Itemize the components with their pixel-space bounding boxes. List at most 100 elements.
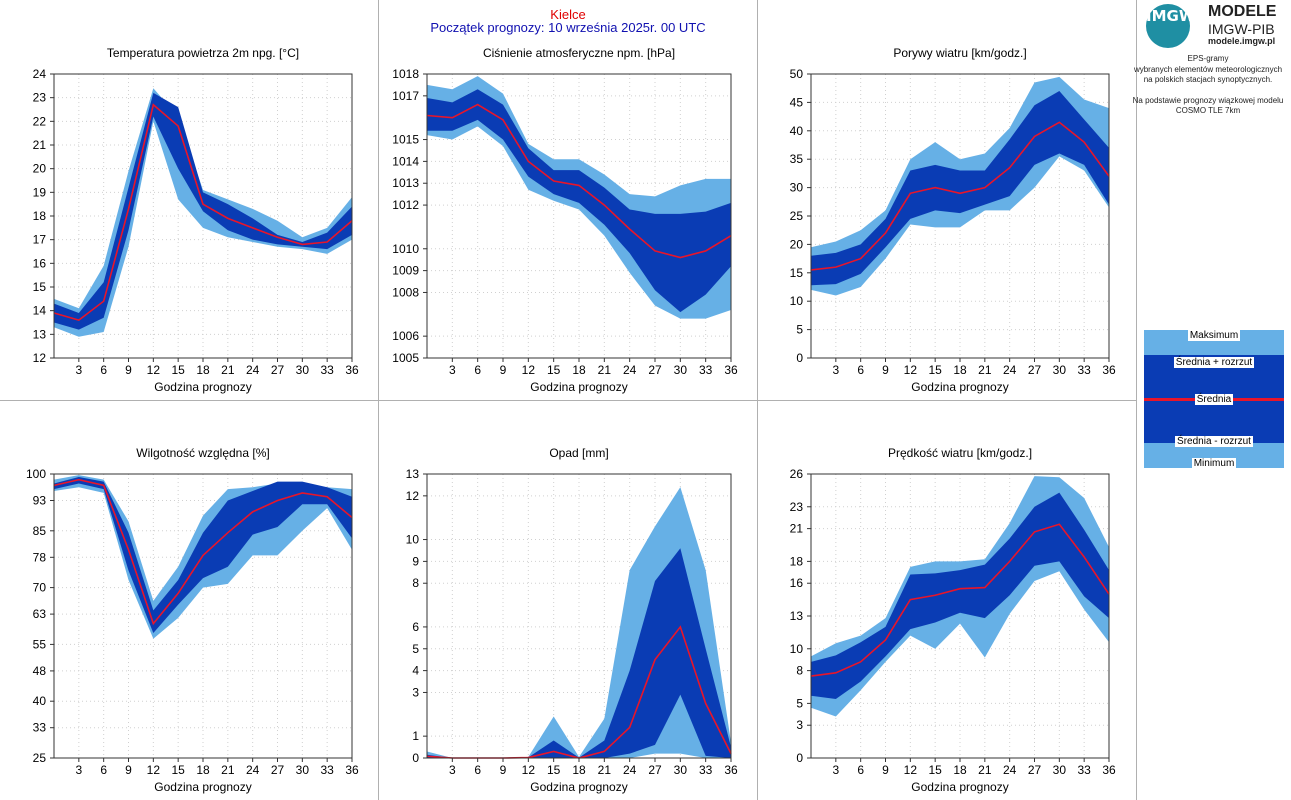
y-tick-label: 1015 bbox=[392, 133, 419, 147]
chart-title: Wilgotność względna [%] bbox=[136, 446, 269, 460]
description: EPS-gramy wybranych elementów meteorolog… bbox=[1132, 54, 1284, 117]
x-axis-label: Godzina prognozy bbox=[530, 780, 627, 794]
x-tick-label: 9 bbox=[500, 763, 507, 777]
y-tick-label: 50 bbox=[790, 67, 804, 81]
x-tick-label: 6 bbox=[474, 763, 481, 777]
mean-line bbox=[426, 103, 732, 259]
y-tick-label: 18 bbox=[33, 209, 47, 223]
chart-title: Porywy wiatru [km/godz.] bbox=[893, 46, 1026, 60]
x-tick-label: 18 bbox=[953, 363, 967, 377]
x-axis-label: Godzina prognozy bbox=[154, 780, 251, 794]
x-tick-label: 33 bbox=[1077, 763, 1091, 777]
chart-4: Wilgotność względna [%]25334048556370788… bbox=[26, 446, 359, 794]
x-tick-label: 24 bbox=[1003, 363, 1017, 377]
legend-mean-plus: Średnia + rozrzut bbox=[1173, 357, 1255, 368]
band-spread bbox=[427, 89, 731, 313]
x-tick-label: 33 bbox=[320, 763, 334, 777]
y-tick-label: 1013 bbox=[392, 176, 419, 190]
legend: Maksimum Średnia + rozrzut Średnia Średn… bbox=[1144, 330, 1284, 469]
x-tick-label: 18 bbox=[572, 763, 586, 777]
chart-title: Temperatura powietrza 2m npg. [°C] bbox=[107, 46, 299, 60]
y-tick-label: 1018 bbox=[392, 67, 419, 81]
x-tick-label: 15 bbox=[547, 363, 561, 377]
y-tick-label: 100 bbox=[26, 467, 46, 481]
band-spread bbox=[811, 492, 1109, 700]
y-tick-label: 13 bbox=[33, 327, 47, 341]
x-tick-label: 12 bbox=[147, 763, 161, 777]
y-tick-label: 1014 bbox=[392, 154, 419, 168]
x-tick-label: 30 bbox=[296, 363, 310, 377]
x-tick-label: 30 bbox=[1053, 363, 1067, 377]
y-tick-label: 3 bbox=[796, 718, 803, 732]
y-tick-label: 8 bbox=[412, 576, 419, 590]
x-tick-label: 6 bbox=[857, 363, 864, 377]
x-tick-label: 12 bbox=[904, 763, 918, 777]
y-tick-label: 5 bbox=[412, 642, 419, 656]
x-axis-label: Godzina prognozy bbox=[911, 780, 1008, 794]
x-tick-label: 33 bbox=[1077, 363, 1091, 377]
x-tick-label: 36 bbox=[345, 763, 359, 777]
y-tick-label: 5 bbox=[796, 696, 803, 710]
x-tick-label: 21 bbox=[978, 363, 992, 377]
chart-2: Ciśnienie atmosferyczne npm. [hPa] 1005 10… bbox=[392, 46, 738, 394]
y-tick-label: 23 bbox=[33, 91, 47, 105]
y-tick-label: 12 bbox=[406, 489, 420, 503]
y-tick-label: 16 bbox=[33, 256, 47, 270]
x-tick-label: 27 bbox=[271, 763, 285, 777]
desc-line3: na polskich stacjach synoptycznych. bbox=[1143, 75, 1273, 84]
y-tick-label: 5 bbox=[796, 323, 803, 337]
mean-line bbox=[53, 103, 353, 322]
x-tick-label: 3 bbox=[832, 763, 839, 777]
y-tick-label: 9 bbox=[412, 554, 419, 568]
imgw-logo[interactable]: IMGW MODELE IMGW-PIB modele.imgw.pl bbox=[1144, 2, 1284, 48]
y-tick-label: 18 bbox=[790, 554, 804, 568]
x-tick-label: 24 bbox=[623, 363, 637, 377]
y-tick-label: 14 bbox=[33, 304, 47, 318]
x-tick-label: 6 bbox=[100, 363, 107, 377]
chart-title: Opad [mm] bbox=[549, 446, 608, 460]
x-tick-label: 30 bbox=[674, 763, 688, 777]
y-tick-label: 33 bbox=[33, 721, 47, 735]
x-tick-label: 33 bbox=[320, 363, 334, 377]
legend-min: Minimum bbox=[1191, 458, 1237, 469]
desc-line5: COSMO TLE 7km bbox=[1175, 106, 1241, 115]
y-tick-label: 12 bbox=[33, 351, 47, 365]
y-tick-label: 1005 bbox=[392, 351, 419, 365]
x-tick-label: 27 bbox=[1028, 363, 1042, 377]
y-tick-label: 10 bbox=[790, 294, 804, 308]
x-tick-label: 21 bbox=[978, 763, 992, 777]
x-tick-label: 9 bbox=[882, 763, 889, 777]
y-tick-label: 1012 bbox=[392, 198, 419, 212]
x-tick-label: 18 bbox=[953, 763, 967, 777]
x-tick-label: 9 bbox=[125, 763, 132, 777]
desc-line4: Na podstawie prognozy wiązkowej modelu bbox=[1132, 95, 1284, 105]
chart-title: Prędkość wiatru [km/godz.] bbox=[888, 446, 1032, 460]
x-tick-label: 6 bbox=[857, 763, 864, 777]
y-tick-label: 0 bbox=[412, 751, 419, 765]
x-tick-label: 21 bbox=[598, 363, 612, 377]
chart-6: Prędkość wiatru [km/godz.] 0 3 5 8 10 13 16 18 21… bbox=[790, 446, 1116, 794]
band-spread bbox=[54, 92, 352, 330]
y-tick-label: 6 bbox=[412, 620, 419, 634]
x-tick-label: 3 bbox=[75, 363, 82, 377]
logo-imgw-pib: IMGW-PIB bbox=[1208, 21, 1275, 37]
chart-title: Ciśnienie atmosferyczne npm. [hPa] bbox=[483, 46, 675, 60]
mean-line bbox=[53, 478, 353, 626]
x-tick-label: 18 bbox=[196, 363, 210, 377]
x-tick-label: 24 bbox=[246, 363, 260, 377]
x-tick-label: 15 bbox=[928, 363, 942, 377]
x-tick-label: 27 bbox=[1028, 763, 1042, 777]
desc-line1: EPS-gramy bbox=[1187, 54, 1229, 63]
y-tick-label: 8 bbox=[796, 664, 803, 678]
y-tick-label: 1 bbox=[412, 729, 419, 743]
y-tick-label: 20 bbox=[33, 162, 47, 176]
x-tick-label: 33 bbox=[699, 363, 713, 377]
x-tick-label: 6 bbox=[474, 363, 481, 377]
y-tick-label: 25 bbox=[33, 751, 47, 765]
y-tick-label: 1017 bbox=[392, 89, 419, 103]
y-tick-label: 22 bbox=[33, 114, 47, 128]
y-tick-label: 21 bbox=[790, 522, 804, 536]
band-min-max bbox=[54, 88, 352, 337]
y-tick-label: 93 bbox=[33, 494, 47, 508]
